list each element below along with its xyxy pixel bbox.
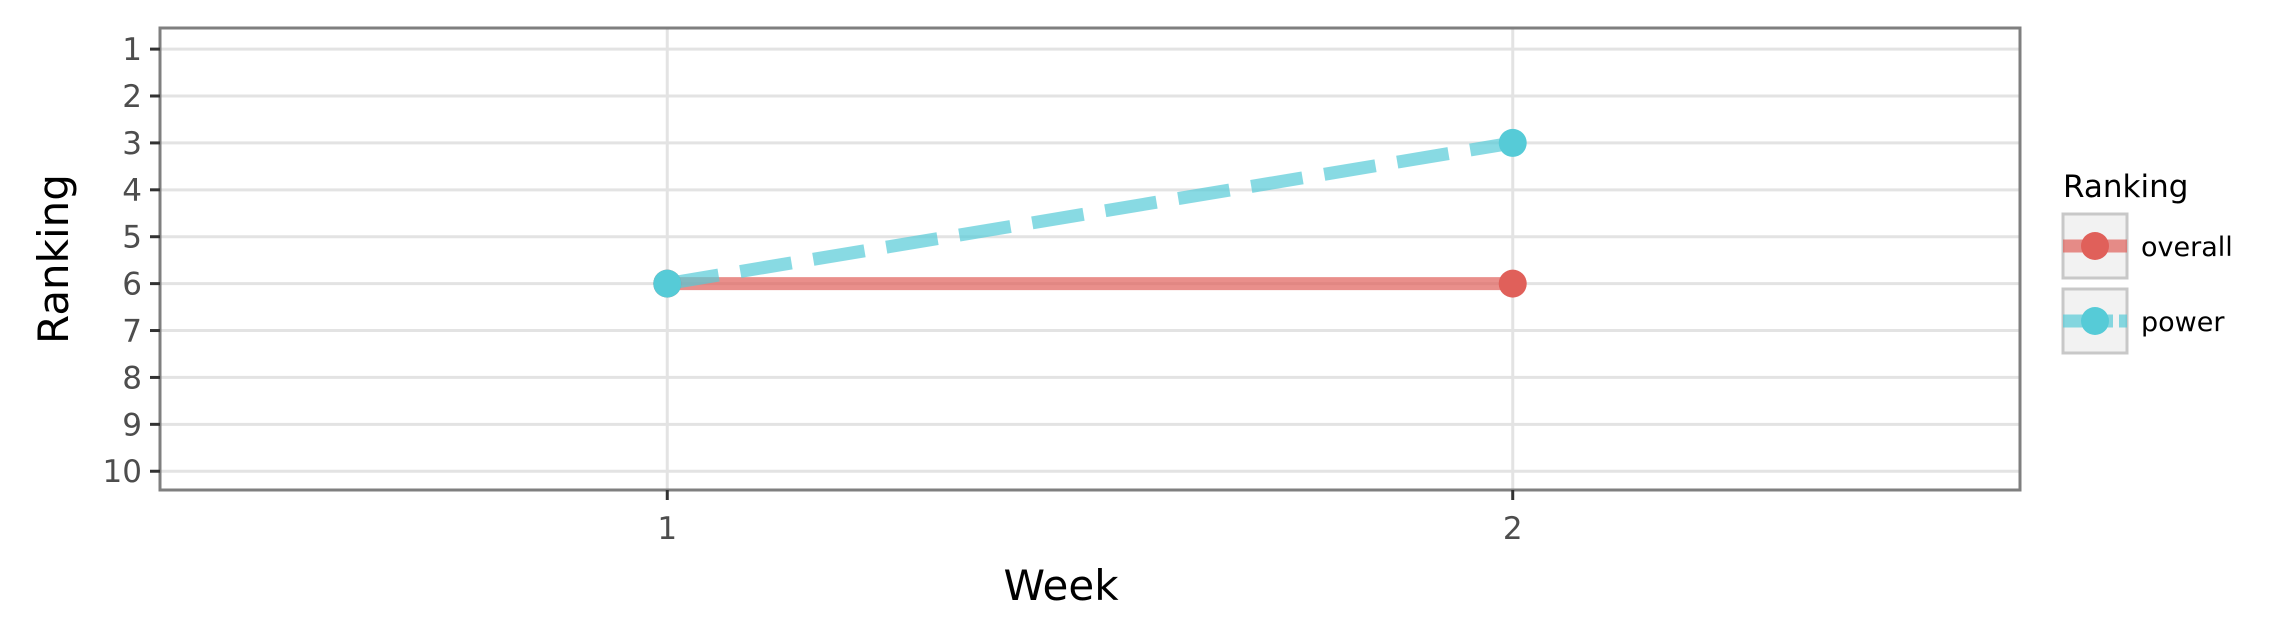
y-axis-ticks: 1 2 3 4 5 6 7 8 9 10: [103, 32, 160, 490]
legend-key-marker: [2081, 232, 2109, 260]
legend: Ranking overall power: [2061, 169, 2233, 355]
plot-panel: [160, 28, 2020, 490]
legend-key-marker: [2081, 307, 2109, 335]
legend-label: overall: [2141, 232, 2233, 263]
series-line-power: [666, 136, 1514, 291]
y-tick-label: 9: [122, 407, 142, 443]
y-tick-label: 5: [122, 220, 142, 256]
x-tick-label: 2: [1503, 511, 1523, 547]
series-lines: [666, 136, 1514, 291]
y-tick-label: 6: [122, 267, 142, 303]
x-tick-label: 1: [657, 511, 677, 547]
y-tick-label: 1: [122, 32, 142, 68]
legend-title: Ranking: [2063, 169, 2188, 205]
data-point-power: [653, 269, 682, 298]
y-tick-label: 8: [122, 360, 142, 396]
legend-item-power: power: [2061, 287, 2225, 355]
y-tick-label: 7: [122, 314, 142, 350]
plot-border: [158, 26, 2022, 492]
data-point-overall: [1498, 269, 1527, 298]
y-axis-title: Ranking: [29, 174, 78, 344]
y-tick-label: 3: [122, 126, 142, 162]
grid-lines: [160, 28, 2020, 490]
x-axis-title: Week: [1003, 561, 1119, 610]
data-points: [653, 128, 1527, 298]
legend-label: power: [2141, 307, 2225, 338]
legend-items: overall power: [2061, 212, 2233, 355]
y-tick-label: 10: [103, 454, 142, 490]
data-point-power: [1498, 128, 1527, 157]
y-tick-label: 4: [122, 173, 142, 209]
legend-item-overall: overall: [2061, 212, 2233, 280]
y-tick-label: 2: [122, 79, 142, 115]
